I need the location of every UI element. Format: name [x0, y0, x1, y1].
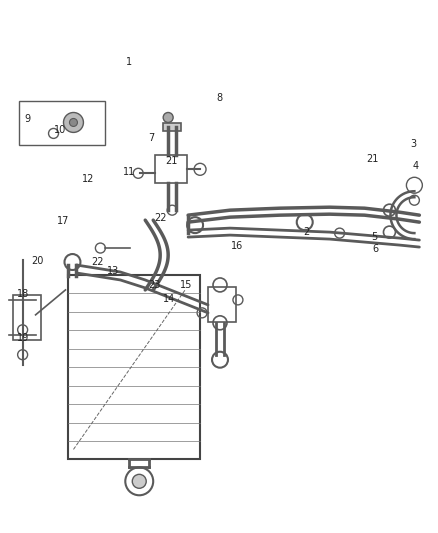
Bar	[68, 275, 200, 459]
Text: 23: 23	[148, 280, 161, 290]
Text: 2: 2	[303, 227, 310, 237]
Text: 11: 11	[124, 167, 136, 177]
Text: 21: 21	[367, 154, 379, 164]
Circle shape	[64, 112, 83, 132]
Text: 9: 9	[25, 114, 31, 124]
Bar	[19, 101, 106, 146]
Text: 12: 12	[82, 174, 94, 184]
Text: 15: 15	[180, 280, 192, 290]
Text: 16: 16	[231, 241, 244, 252]
Text: 14: 14	[162, 294, 175, 304]
Bar	[155, 155, 187, 183]
Text: 20: 20	[32, 256, 44, 266]
Text: 3: 3	[410, 139, 417, 149]
Text: 18: 18	[17, 289, 29, 299]
Text: 8: 8	[216, 93, 222, 102]
Text: 19: 19	[17, 333, 29, 343]
Text: 22: 22	[154, 213, 166, 223]
Text: 21: 21	[166, 156, 178, 166]
Bar	[163, 124, 181, 132]
Bar	[13, 295, 41, 340]
Circle shape	[163, 112, 173, 123]
Text: 1: 1	[127, 57, 133, 67]
Text: 7: 7	[148, 133, 155, 143]
Bar	[208, 287, 236, 322]
Text: 6: 6	[372, 245, 378, 254]
Text: 5: 5	[371, 232, 377, 243]
Text: 4: 4	[413, 160, 419, 171]
Circle shape	[132, 474, 146, 488]
Circle shape	[70, 118, 78, 126]
Text: 13: 13	[107, 266, 120, 276]
Text: 10: 10	[53, 125, 66, 135]
Text: 22: 22	[92, 257, 104, 267]
Text: 17: 17	[57, 216, 69, 227]
